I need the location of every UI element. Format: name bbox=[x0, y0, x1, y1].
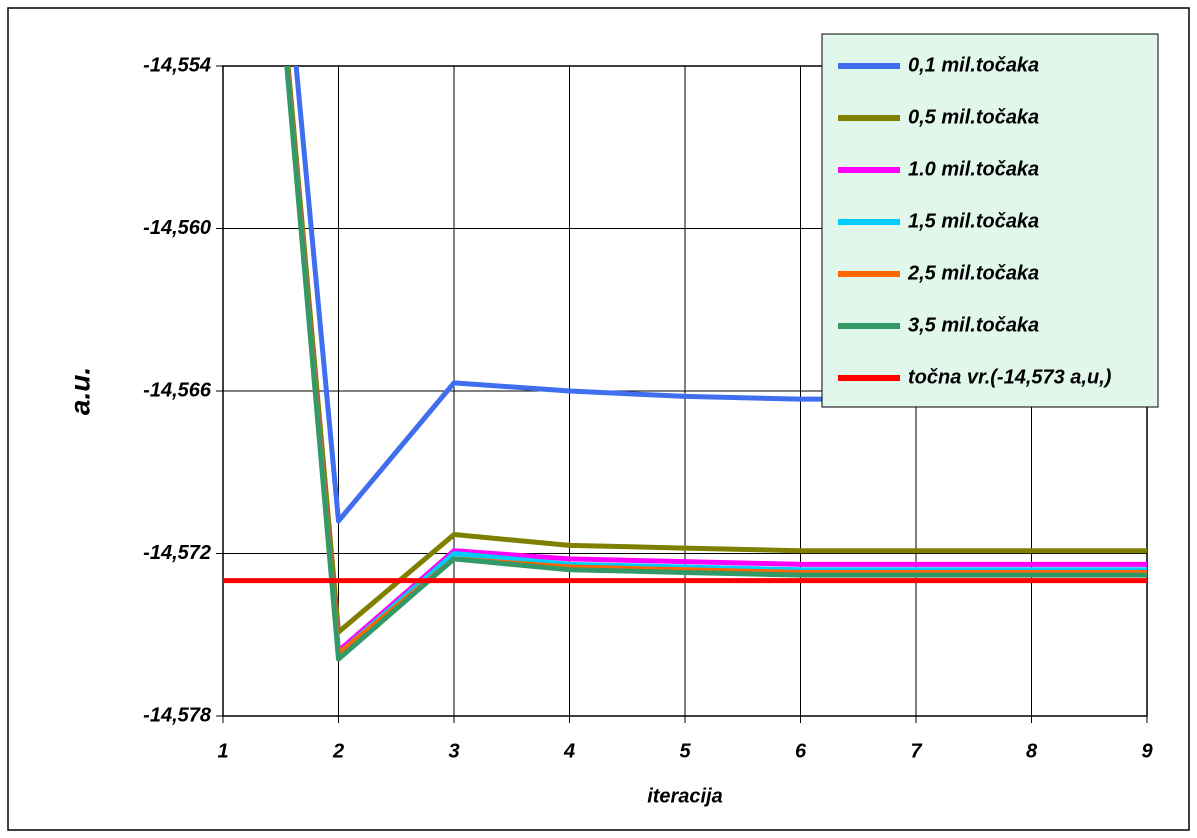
y-tick-label: -14,554 bbox=[143, 54, 211, 76]
x-tick-label: 4 bbox=[563, 740, 575, 762]
legend-label: 1,5 mil.točaka bbox=[908, 210, 1039, 232]
series-line bbox=[285, 66, 1147, 635]
series-line bbox=[284, 66, 1147, 662]
x-tick-label: 2 bbox=[332, 740, 344, 762]
legend-label: 0,5 mil.točaka bbox=[908, 106, 1039, 128]
y-tick-label: -14,566 bbox=[143, 379, 212, 401]
legend-label: točna vr.(-14,573 a,u,) bbox=[908, 366, 1112, 388]
x-tick-label: 3 bbox=[448, 740, 459, 762]
x-tick-label: 8 bbox=[1026, 740, 1038, 762]
legend-box bbox=[821, 33, 1159, 408]
x-tick-label: 7 bbox=[910, 740, 922, 762]
series-group bbox=[223, 66, 1147, 662]
legend-label: 3,5 mil.točaka bbox=[908, 314, 1039, 336]
legend-label: 0,1 mil.točaka bbox=[908, 54, 1039, 76]
x-tick-label: 9 bbox=[1141, 740, 1153, 762]
x-tick-label: 1 bbox=[217, 740, 228, 762]
legend-label: 2,5 mil.točaka bbox=[907, 262, 1039, 284]
legend-label: 1.0 mil.točaka bbox=[908, 158, 1039, 180]
y-tick-label: -14,560 bbox=[143, 217, 211, 239]
x-tick-label: 5 bbox=[679, 740, 691, 762]
x-axis-label: iteracija bbox=[647, 785, 723, 807]
y-axis-label: a.u. bbox=[64, 367, 95, 415]
y-tick-label: -14,572 bbox=[143, 542, 211, 564]
x-tick-label: 6 bbox=[795, 740, 807, 762]
y-tick-label: -14,578 bbox=[143, 704, 212, 726]
series-line bbox=[284, 66, 1147, 657]
